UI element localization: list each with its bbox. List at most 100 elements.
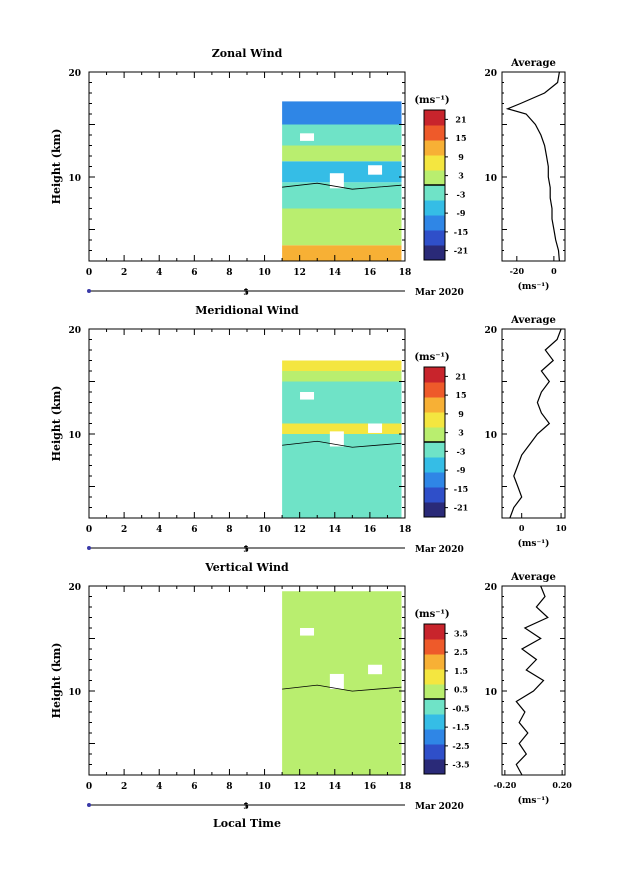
x-tick-label: 14 [329, 782, 342, 792]
colorbar-tick-label: 15 [455, 390, 466, 400]
colorbar-segment [424, 110, 445, 126]
colorbar-tick-label: -9 [457, 208, 466, 218]
data-gap [368, 423, 383, 433]
y-tick-label: 20 [68, 326, 81, 336]
profile-y-tick-label: 10 [484, 688, 497, 698]
colorbar-segment [424, 230, 445, 246]
date-tick-label: 5 [243, 287, 249, 297]
colorbar-segment [424, 215, 445, 231]
y-tick-label: 10 [68, 174, 81, 184]
heatmap-band [282, 371, 402, 382]
colorbar-tick-label: -15 [454, 227, 468, 237]
y-axis-label: Height (km) [50, 129, 63, 205]
colorbar-tick-label: 2.5 [454, 647, 468, 657]
panel-0: Zonal Wind 0 2 4 6 8 10 12 14 16 18 10 20 Height (km)… [50, 47, 566, 298]
x-tick-label: 8 [226, 525, 232, 535]
data-gap [300, 392, 315, 400]
x-tick-label: 8 [226, 268, 232, 278]
data-gap [368, 165, 383, 175]
date-axis-label: Mar 2020 [415, 545, 464, 555]
colorbar-segment [424, 427, 445, 443]
profile-x-tick-label: 0.20 [552, 780, 572, 790]
colorbar-tick-label: 15 [455, 133, 466, 143]
x-tick-label: 18 [399, 782, 412, 792]
profile-frame [501, 585, 566, 776]
colorbar-segment [424, 382, 445, 398]
heatmap-band [282, 733, 402, 775]
colorbar-unit: (ms⁻¹) [414, 95, 449, 106]
x-tick-label: 16 [364, 268, 377, 278]
panel-title: Zonal Wind [212, 47, 283, 60]
zero-contour [282, 684, 402, 692]
x-tick-label: 4 [156, 268, 162, 278]
x-tick-label: 16 [364, 525, 377, 535]
colorbar-tick-label: -1.5 [452, 722, 469, 732]
heatmap-band [282, 591, 402, 618]
profile-title: Average [510, 315, 556, 326]
profile-x-tick-label: 0 [519, 523, 525, 533]
x-tick-label: 14 [329, 268, 342, 278]
colorbar-segment [424, 714, 445, 730]
colorbar-segment [424, 744, 445, 760]
colorbar-tick-label: -21 [454, 503, 468, 513]
colorbar-tick-label: -9 [457, 465, 466, 475]
x-tick-label: 6 [191, 268, 197, 278]
heatmap-band [282, 208, 402, 230]
heatmap-band [282, 691, 402, 733]
colorbar-tick-label: 3 [458, 428, 464, 438]
colorbar-tick-label: 3.5 [454, 628, 468, 638]
panel-2: Vertical Wind 0 2 4 6 8 10 12 14 16 18 10 20 Height (… [50, 561, 572, 830]
date-axis-label: Mar 2020 [415, 802, 464, 812]
x-tick-label: 12 [293, 268, 306, 278]
colorbar-tick-label: 1.5 [454, 666, 468, 676]
profile-x-label: (ms⁻¹) [518, 281, 550, 292]
profile-x-tick-label: -0.20 [493, 780, 516, 790]
x-tick-label: 12 [293, 525, 306, 535]
colorbar-segment [424, 200, 445, 216]
profile-line [505, 71, 560, 262]
colorbar-tick-label: -0.5 [452, 703, 469, 713]
x-tick-label: 18 [399, 268, 412, 278]
data-gap [329, 673, 344, 690]
profile-x-tick-label: 0 [551, 266, 557, 276]
x-tick-label: 14 [329, 525, 342, 535]
colorbar-unit: (ms⁻¹) [414, 352, 449, 363]
colorbar-tick-label: 3 [458, 171, 464, 181]
colorbar-segment [424, 487, 445, 503]
x-tick-label: 0 [86, 525, 92, 535]
colorbar-tick-label: 0.5 [454, 685, 468, 695]
profile-x-label: (ms⁻¹) [518, 538, 550, 549]
profile-title: Average [510, 572, 556, 583]
colorbar-segment [424, 397, 445, 413]
data-gap [300, 133, 315, 141]
x-tick-label: 10 [258, 782, 271, 792]
data-gap [329, 173, 344, 189]
x-tick-label: 18 [399, 525, 412, 535]
heatmap-band [282, 638, 402, 660]
colorbar-tick-label: 21 [455, 371, 466, 381]
x-tick-label: 2 [121, 782, 127, 792]
profile-y-tick-label: 20 [484, 69, 497, 79]
profile-title: Average [510, 58, 556, 69]
heatmap-band [282, 497, 402, 518]
y-axis-label: Height (km) [50, 386, 63, 462]
heatmap-band [282, 145, 402, 162]
y-tick-label: 20 [68, 69, 81, 79]
profile-y-tick-label: 20 [484, 583, 497, 593]
colorbar-segment [424, 759, 445, 775]
date-axis-marker [87, 546, 91, 550]
profile-y-tick-label: 20 [484, 326, 497, 336]
colorbar-segment [424, 639, 445, 655]
colorbar-tick-label: 9 [458, 152, 464, 162]
heatmap-band [282, 402, 402, 424]
colorbar-segment [424, 155, 445, 171]
profile-y-tick-label: 10 [484, 431, 497, 441]
date-axis-marker [87, 803, 91, 807]
date-axis-marker [87, 289, 91, 293]
x-tick-label: 8 [226, 782, 232, 792]
x-tick-label: 16 [364, 782, 377, 792]
heatmap-band [282, 455, 402, 476]
colorbar-tick-label: 9 [458, 409, 464, 419]
data-gap [329, 431, 344, 447]
x-tick-label: 6 [191, 782, 197, 792]
